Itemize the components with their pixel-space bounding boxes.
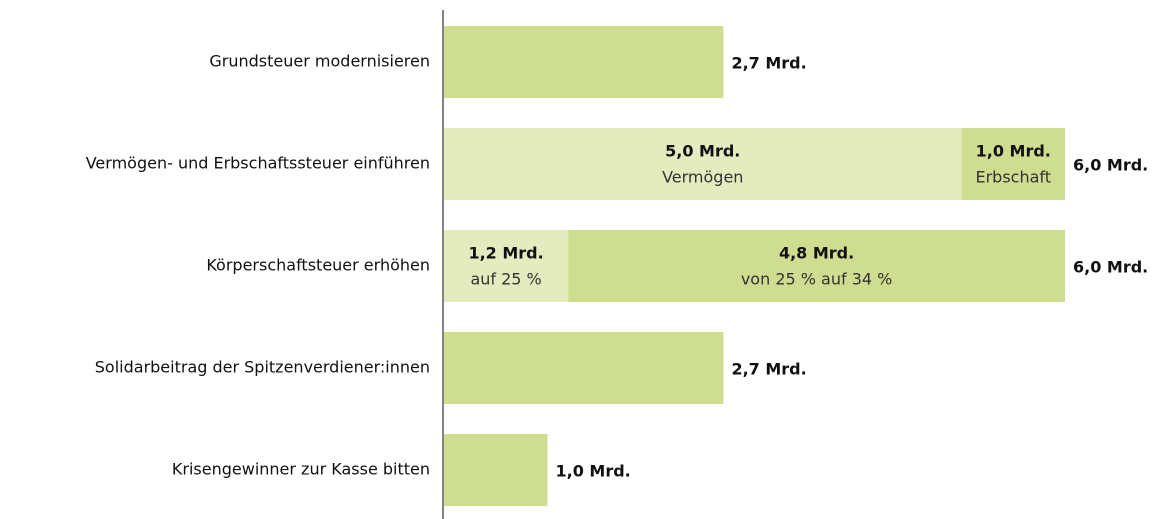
- value-label: 2,7 Mrd.: [731, 360, 806, 379]
- category-label: Körperschaftsteuer erhöhen: [206, 256, 430, 275]
- segment-name: Vermögen: [662, 168, 743, 187]
- bar-segment: [568, 230, 1065, 302]
- segment-value-label: 1,2 Mrd.: [468, 244, 543, 263]
- category-label: Solidarbeitrag der Spitzenverdiener:inne…: [95, 358, 430, 377]
- segment-value-label: 5,0 Mrd.: [665, 142, 740, 161]
- value-label: 1,0 Mrd.: [556, 462, 631, 481]
- segment-name: auf 25 %: [470, 270, 541, 289]
- segment-name: Erbschaft: [975, 168, 1051, 187]
- bar-segment: [444, 332, 724, 404]
- bar-segment: [444, 434, 548, 506]
- category-label: Vermögen- und Erbschaftssteuer einführen: [86, 154, 430, 173]
- total-label: 6,0 Mrd.: [1073, 156, 1148, 175]
- bar-segment: [444, 128, 962, 200]
- segment-value-label: 4,8 Mrd.: [779, 244, 854, 263]
- segment-value-label: 1,0 Mrd.: [976, 142, 1051, 161]
- bar-segment: [444, 230, 569, 302]
- segment-name: von 25 % auf 34 %: [741, 270, 893, 289]
- total-label: 6,0 Mrd.: [1073, 258, 1148, 277]
- bar-segment: [961, 128, 1065, 200]
- category-label: Grundsteuer modernisieren: [209, 52, 430, 71]
- category-label: Krisengewinner zur Kasse bitten: [172, 460, 430, 479]
- value-label: 2,7 Mrd.: [731, 54, 806, 73]
- bar-segment: [444, 26, 724, 98]
